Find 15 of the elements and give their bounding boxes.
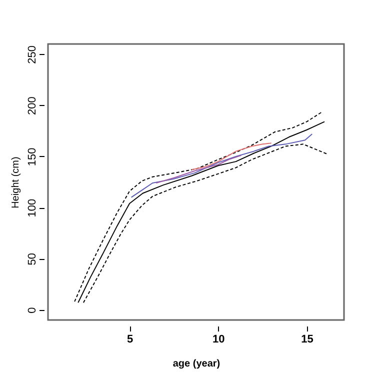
line-series [156, 154, 242, 184]
y-tick-label: 0 [26, 307, 38, 314]
line-series [191, 142, 272, 170]
line-series [82, 144, 329, 304]
line-series [130, 133, 313, 198]
y-tick-label: 100 [26, 198, 38, 218]
y-tick-label: 150 [26, 148, 38, 166]
x-tick-label: 10 [212, 334, 225, 346]
y-axis-title: Height (cm) [10, 156, 22, 208]
x-tick-label: 15 [301, 334, 314, 346]
y-tick-label: 50 [26, 253, 38, 266]
x-tick-label: 5 [126, 334, 134, 346]
y-tick-label: 200 [26, 96, 38, 116]
y-tick-label: 250 [26, 46, 38, 64]
x-axis-title: age (year) [172, 358, 220, 370]
